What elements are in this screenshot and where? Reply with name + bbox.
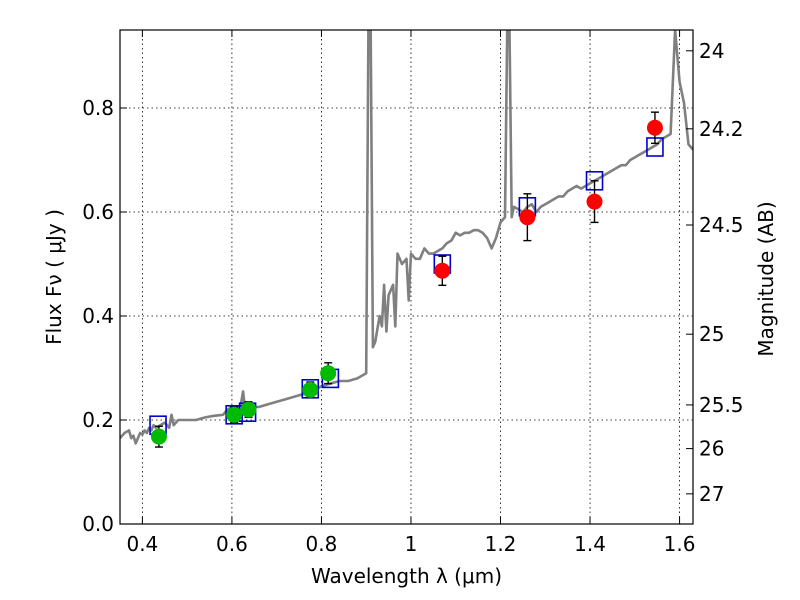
- observed-point: [320, 365, 337, 382]
- observed-point: [519, 209, 536, 226]
- y-tick-label: 0.0: [82, 512, 114, 536]
- y2-tick-label: 24.2: [699, 117, 744, 141]
- y-tick-label: 0.2: [82, 408, 114, 432]
- y2-tick-label: 24: [699, 39, 724, 63]
- y-tick-label: 0.4: [82, 304, 114, 328]
- axis-ticks: 0.4 0.6 0.8 1 1.2 1.4 1.6 0.0 0.2 0.4 0.6 0.8 24 24.2…: [82, 30, 744, 556]
- x-tick-label: 0.8: [306, 532, 338, 556]
- y2-tick-label: 25.5: [699, 393, 744, 417]
- observed-point: [240, 401, 257, 418]
- observed-point: [646, 119, 663, 136]
- observed-point: [150, 428, 167, 445]
- x-tick-label: 0.6: [216, 532, 248, 556]
- x-axis-label: Wavelength λ (μm): [311, 564, 502, 588]
- plot-frame: [119, 29, 694, 525]
- plot-data: [120, 30, 693, 448]
- grid: [120, 30, 693, 524]
- x-tick-label: 1: [405, 532, 418, 556]
- y2-tick-label: 26: [699, 437, 724, 461]
- y-tick-label: 0.8: [82, 96, 114, 120]
- model-spectrum-line: [120, 30, 693, 445]
- y2-tick-label: 24.5: [699, 213, 744, 237]
- y2-axis-label: Magnitude (AB): [754, 201, 778, 356]
- y-tick-label: 0.6: [82, 200, 114, 224]
- y2-tick-label: 27: [699, 482, 724, 506]
- observed-point: [226, 406, 243, 423]
- x-tick-label: 1.2: [485, 532, 517, 556]
- y2-tick-label: 25: [699, 322, 724, 346]
- y-axis-label: Flux Fν ( μJy ): [42, 209, 66, 345]
- x-tick-label: 1.6: [664, 532, 696, 556]
- x-tick-label: 0.4: [126, 532, 158, 556]
- x-tick-label: 1.4: [574, 532, 606, 556]
- observed-point: [302, 381, 319, 398]
- observed-point: [586, 193, 603, 210]
- observed-point: [434, 262, 451, 279]
